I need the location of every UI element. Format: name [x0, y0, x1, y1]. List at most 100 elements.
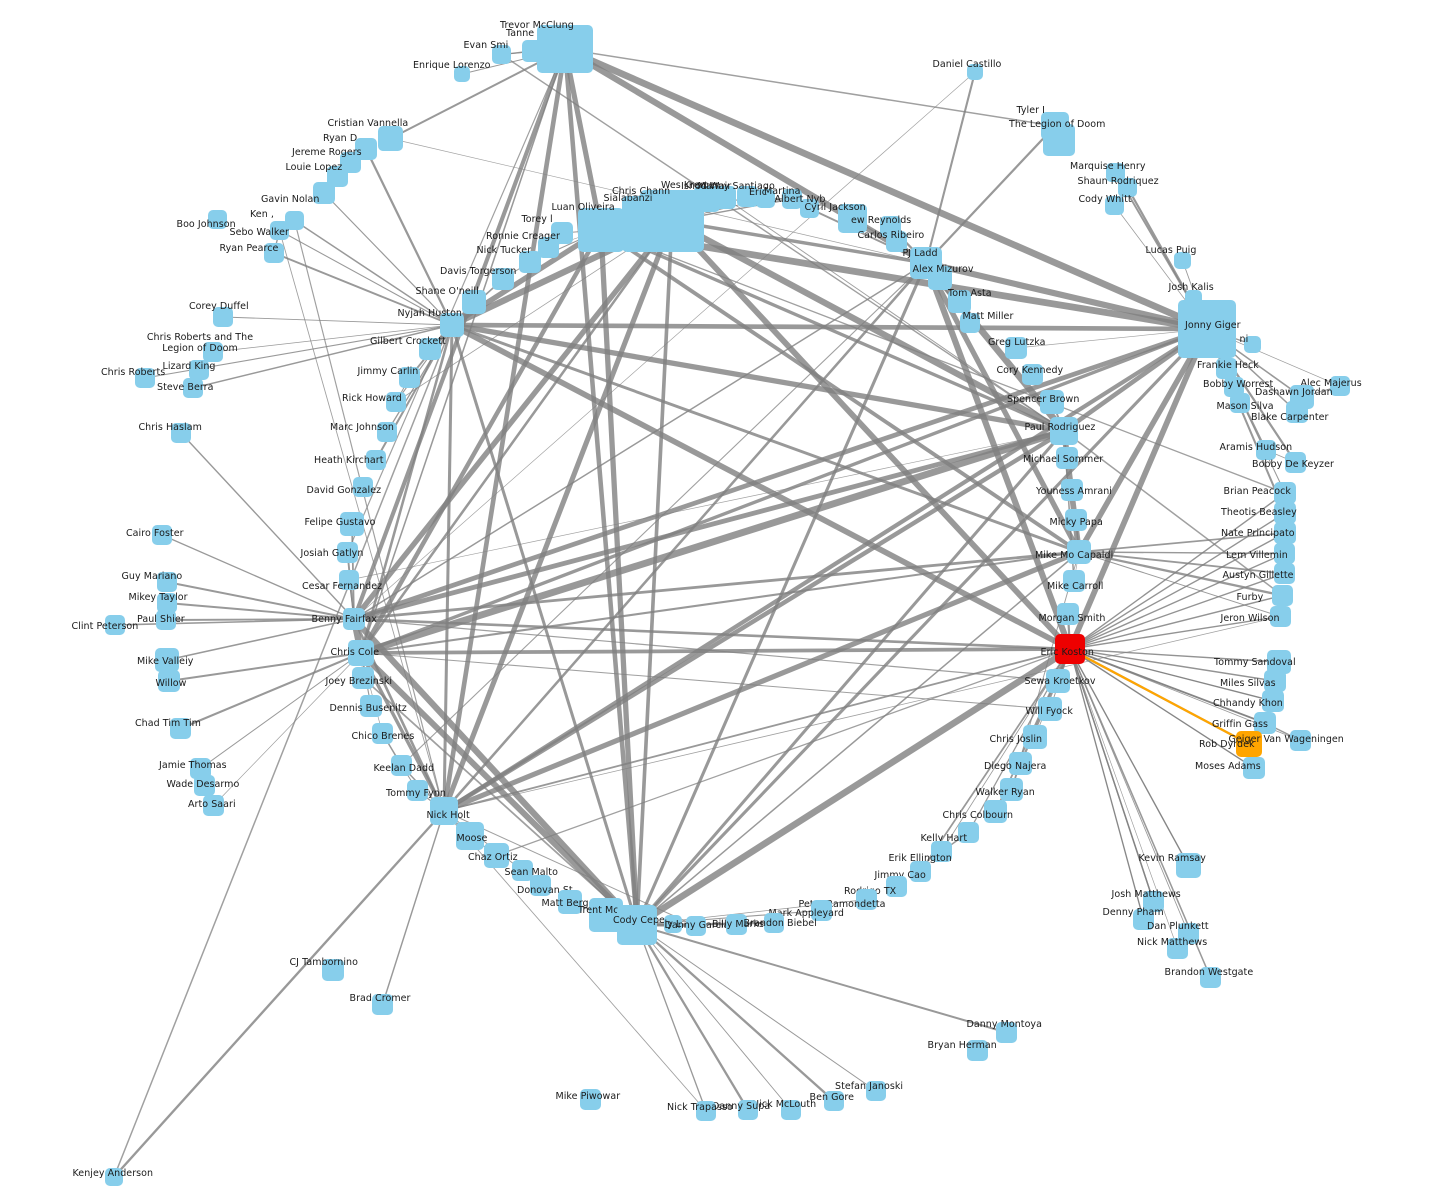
- graph-node[interactable]: [492, 45, 511, 64]
- graph-node[interactable]: [686, 916, 706, 936]
- graph-node[interactable]: [1057, 603, 1079, 625]
- graph-node[interactable]: [756, 189, 775, 208]
- graph-node[interactable]: [1178, 300, 1236, 358]
- graph-node[interactable]: [538, 237, 559, 258]
- graph-node[interactable]: [838, 204, 867, 233]
- graph-node[interactable]: [285, 211, 304, 230]
- graph-node[interactable]: [958, 822, 979, 843]
- graph-node[interactable]: [1216, 358, 1237, 379]
- graph-node[interactable]: [1061, 479, 1083, 501]
- graph-node[interactable]: [378, 126, 403, 151]
- graph-node[interactable]: [372, 994, 393, 1015]
- graph-node[interactable]: [1256, 440, 1276, 460]
- graph-node[interactable]: [135, 368, 155, 388]
- graph-node[interactable]: [270, 221, 289, 240]
- graph-node[interactable]: [339, 570, 359, 590]
- graph-node[interactable]: [157, 593, 177, 613]
- graph-node[interactable]: [105, 1168, 123, 1186]
- graph-node[interactable]: [156, 610, 176, 630]
- graph-node[interactable]: [1176, 853, 1201, 878]
- graph-node[interactable]: [1067, 540, 1091, 564]
- graph-node[interactable]: [984, 800, 1007, 823]
- graph-node[interactable]: [462, 290, 486, 314]
- graph-node[interactable]: [208, 210, 227, 229]
- graph-node[interactable]: [622, 196, 680, 252]
- graph-node[interactable]: [960, 313, 980, 333]
- graph-node[interactable]: [1174, 252, 1191, 269]
- graph-node[interactable]: [928, 266, 952, 290]
- graph-node[interactable]: [737, 186, 758, 207]
- graph-node[interactable]: [1046, 669, 1070, 693]
- graph-node[interactable]: [386, 392, 406, 412]
- graph-node[interactable]: [1274, 543, 1295, 564]
- graph-node[interactable]: [558, 890, 582, 914]
- graph-node[interactable]: [617, 905, 657, 945]
- graph-node[interactable]: [1274, 522, 1296, 544]
- graph-node[interactable]: [322, 959, 344, 981]
- graph-node[interactable]: [203, 795, 224, 816]
- graph-node[interactable]: [170, 718, 191, 739]
- graph-node[interactable]: [372, 723, 393, 744]
- graph-node[interactable]: [1105, 196, 1124, 215]
- graph-node[interactable]: [1330, 376, 1350, 396]
- graph-node[interactable]: [910, 861, 931, 882]
- graph-node[interactable]: [1236, 731, 1262, 757]
- graph-node[interactable]: [800, 199, 819, 218]
- graph-node[interactable]: [738, 1100, 758, 1120]
- graph-node[interactable]: [377, 422, 397, 442]
- graph-node[interactable]: [407, 780, 428, 801]
- graph-node[interactable]: [866, 1081, 886, 1101]
- graph-node[interactable]: [1000, 778, 1023, 801]
- graph-node[interactable]: [726, 914, 747, 935]
- graph-node[interactable]: [343, 608, 365, 630]
- graph-node[interactable]: [1133, 909, 1154, 930]
- graph-node[interactable]: [348, 640, 374, 666]
- graph-node[interactable]: [419, 338, 441, 360]
- graph-node[interactable]: [492, 268, 514, 290]
- graph-node[interactable]: [353, 477, 373, 497]
- graph-node[interactable]: [1264, 670, 1286, 692]
- graph-node[interactable]: [430, 797, 458, 825]
- graph-node[interactable]: [713, 186, 736, 209]
- graph-node[interactable]: [1272, 585, 1293, 606]
- graph-node[interactable]: [664, 915, 682, 933]
- graph-node[interactable]: [1274, 563, 1295, 584]
- graph-node[interactable]: [1167, 938, 1188, 959]
- graph-node[interactable]: [996, 1022, 1017, 1043]
- graph-node[interactable]: [171, 423, 191, 443]
- graph-node[interactable]: [1040, 390, 1064, 414]
- graph-node[interactable]: [1200, 967, 1221, 988]
- graph-node[interactable]: [440, 313, 464, 337]
- graph-node[interactable]: [782, 189, 802, 209]
- graph-node[interactable]: [519, 251, 541, 273]
- graph-node[interactable]: [327, 166, 348, 187]
- graph-node[interactable]: [512, 860, 533, 881]
- graph-node[interactable]: [537, 25, 593, 73]
- graph-node[interactable]: [340, 512, 364, 536]
- graph-node[interactable]: [264, 243, 284, 263]
- graph-node[interactable]: [530, 875, 551, 896]
- graph-node[interactable]: [1262, 690, 1284, 712]
- graph-node[interactable]: [1274, 502, 1296, 524]
- graph-node[interactable]: [194, 775, 215, 796]
- graph-node[interactable]: [456, 822, 484, 850]
- graph-node[interactable]: [856, 889, 877, 910]
- graph-node[interactable]: [811, 900, 832, 921]
- graph-node[interactable]: [158, 670, 180, 692]
- graph-node[interactable]: [1274, 482, 1296, 504]
- graph-node[interactable]: [213, 307, 233, 327]
- graph-node[interactable]: [203, 342, 223, 362]
- graph-node[interactable]: [931, 841, 952, 862]
- graph-node[interactable]: [1285, 452, 1306, 473]
- graph-node[interactable]: [764, 913, 784, 933]
- graph-node[interactable]: [1286, 401, 1308, 423]
- graph-node[interactable]: [313, 182, 335, 204]
- graph-node[interactable]: [781, 1100, 801, 1120]
- graph-node[interactable]: [366, 450, 386, 470]
- graph-node[interactable]: [696, 1101, 716, 1121]
- graph-node[interactable]: [580, 1089, 601, 1110]
- graph-node[interactable]: [1143, 891, 1164, 912]
- graph-node[interactable]: [1224, 377, 1244, 397]
- graph-node[interactable]: [522, 40, 544, 62]
- graph-node[interactable]: [190, 758, 211, 779]
